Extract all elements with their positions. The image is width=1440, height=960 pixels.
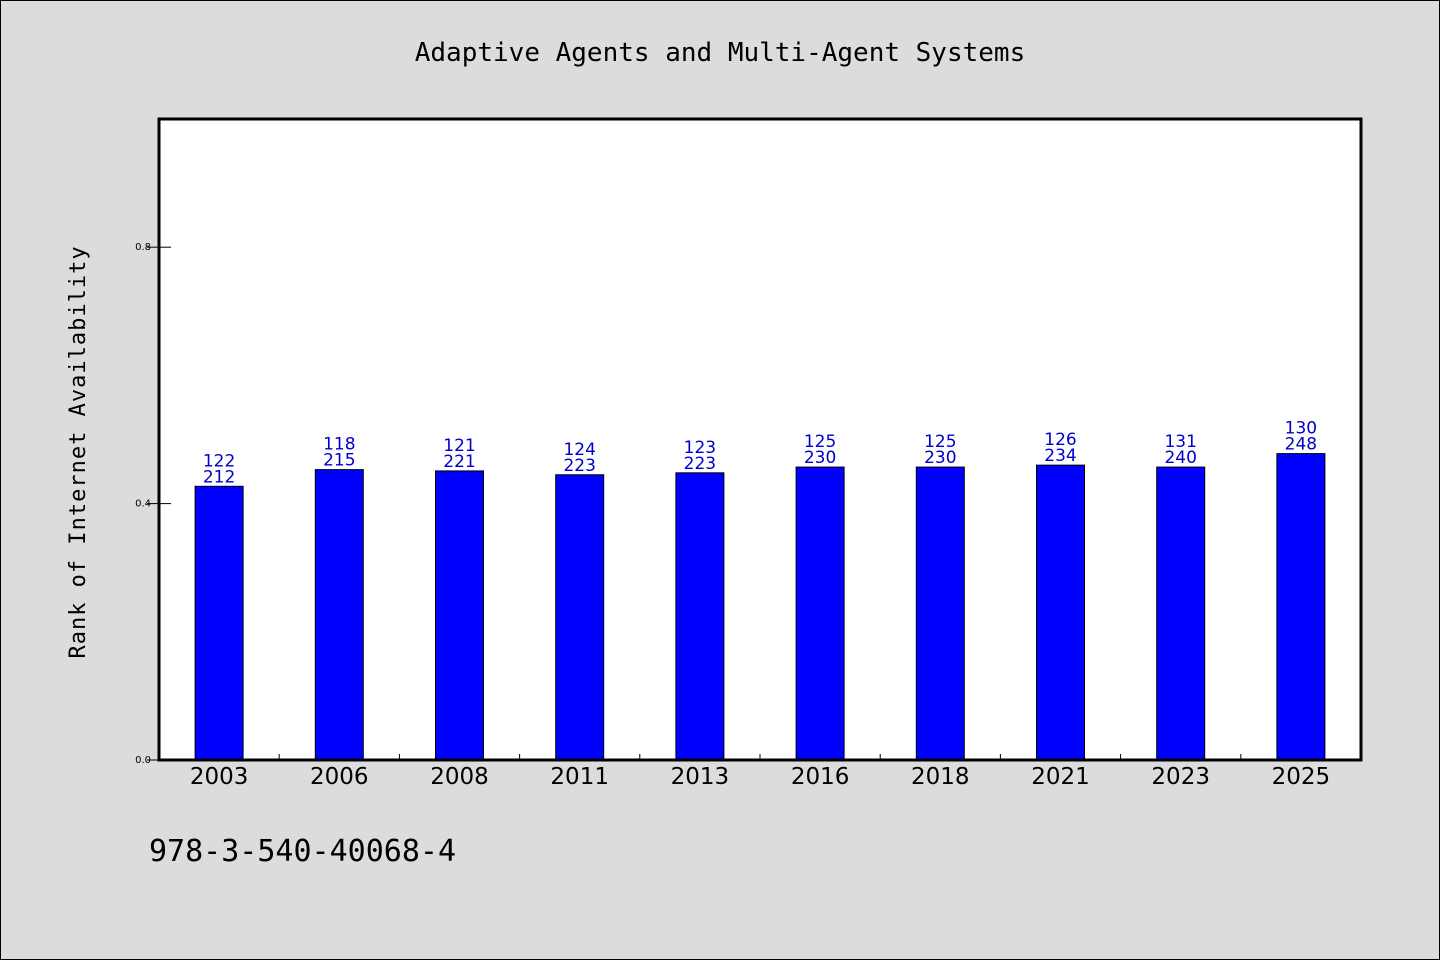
x-tick-label: 2006 — [310, 764, 369, 790]
y-tick-label: 0.8 — [135, 242, 151, 253]
bar-2016 — [795, 466, 845, 761]
bar-label-upper: 125 — [804, 432, 836, 452]
bar-2013 — [675, 472, 725, 761]
y-tick-label: 0.0 — [135, 755, 151, 766]
bar-label-upper: 118 — [323, 435, 355, 455]
bar-2025 — [1276, 453, 1326, 761]
x-tick-label: 2018 — [911, 764, 970, 790]
bar-label-upper: 126 — [1044, 430, 1076, 450]
bar-label-upper: 130 — [1285, 419, 1317, 439]
bar-label-upper: 123 — [684, 438, 716, 458]
isbn-footer: 978-3-540-40068-4 — [149, 834, 457, 869]
bar-label-lower: 215 — [323, 451, 355, 471]
x-tick-label: 2021 — [1031, 764, 1090, 790]
bar-label-lower: 212 — [203, 467, 235, 487]
bar-label-upper: 124 — [563, 440, 595, 460]
bar-label-lower: 230 — [924, 448, 956, 468]
bar-label-lower: 223 — [684, 454, 716, 474]
bar-label-lower: 223 — [563, 456, 595, 476]
bar-label-lower: 240 — [1164, 448, 1196, 468]
bar-2021 — [1036, 464, 1085, 761]
bar-label-lower: 221 — [443, 452, 475, 472]
bar-2003 — [194, 485, 244, 761]
x-tick-label: 2016 — [791, 764, 850, 790]
y-axis-label: Rank of Internet Availability — [66, 245, 91, 658]
bar-2023 — [1156, 466, 1206, 761]
bar-2008 — [435, 470, 484, 761]
y-tick-label: 0.4 — [135, 499, 151, 510]
x-tick-label: 2008 — [430, 764, 489, 790]
bar-label-upper: 131 — [1164, 432, 1196, 452]
bar-2006 — [314, 469, 364, 761]
x-tick-label: 2025 — [1272, 764, 1331, 790]
x-tick-label: 2003 — [190, 764, 249, 790]
bar-2018 — [915, 466, 965, 761]
chart-title: Adaptive Agents and Multi-Agent Systems — [415, 38, 1025, 68]
bar-label-upper: 121 — [443, 436, 475, 456]
bar-label-upper: 122 — [203, 451, 235, 471]
labels-group: 1222122003118215200612122120081242232011… — [190, 419, 1330, 790]
plot-border — [157, 117, 1363, 762]
bar-2011 — [555, 474, 605, 761]
x-tick-label: 2011 — [550, 764, 609, 790]
bar-label-lower: 234 — [1044, 446, 1076, 466]
x-tick-label: 2013 — [671, 764, 730, 790]
bars-group — [194, 453, 1326, 761]
bar-label-lower: 248 — [1285, 435, 1317, 455]
bar-label-lower: 230 — [804, 448, 836, 468]
x-tick-label: 2023 — [1151, 764, 1210, 790]
axis-ticks: 0.0 0.4 0.8 — [135, 242, 1242, 766]
bar-label-upper: 125 — [924, 432, 956, 452]
